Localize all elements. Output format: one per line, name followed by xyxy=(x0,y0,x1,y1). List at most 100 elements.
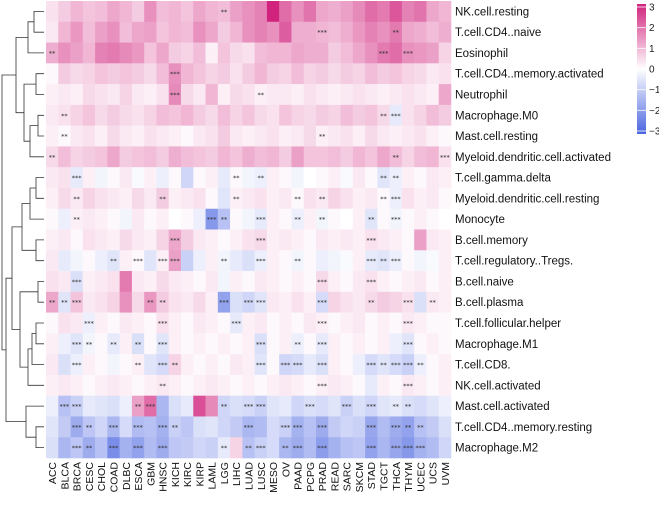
column-label-gbm: GBM xyxy=(145,462,157,486)
heatmap-cell-monocyte-laml xyxy=(205,208,219,230)
heatmap-cell-t-cell-regulatory-tregs-sarc xyxy=(340,250,354,272)
significance-mark-macrophage-m2-brca: *** xyxy=(72,444,83,452)
heatmap-cell-b-cell-plasma-gbm xyxy=(144,291,157,313)
heatmap-cell-macrophage-m0-kirc xyxy=(181,104,194,126)
heatmap-cell-t-cell-follicular-helper-lgg xyxy=(217,312,231,334)
heatmap-cell-mast-cell-activated-lgg xyxy=(217,395,231,417)
significance-mark-t-cell-cd4-memory-resting-paad: *** xyxy=(293,423,304,431)
heatmap-cell-b-cell-plasma-tgct xyxy=(377,291,390,313)
legend-tick-label: 1 xyxy=(649,44,655,55)
heatmap-cell-eosinophil-uvm xyxy=(438,42,452,64)
heatmap-cell-myeloid-dendritic-cell-activated-kich xyxy=(168,146,182,168)
heatmap-cell-neutrophil-laml xyxy=(205,84,219,106)
heatmap-cell-t-cell-gamma-delta-thca xyxy=(389,167,403,189)
column-label-esca: ESCA xyxy=(133,462,145,491)
heatmap-cell-t-cell-regulatory-tregs-tgct xyxy=(377,250,390,272)
heatmap-cell-t-cell-gamma-delta-thym xyxy=(401,167,415,189)
significance-mark-mast-cell-activated-pcpg: *** xyxy=(305,403,316,411)
heatmap-cell-mast-cell-activated-lihc xyxy=(230,395,243,417)
heatmap-cell-t-cell-gamma-delta-coad xyxy=(107,167,120,189)
heatmap-cell-nk-cell-resting-stad xyxy=(365,1,378,23)
heatmap-cell-t-cell-cd8-paad xyxy=(291,354,305,376)
significance-mark-monocyte-prad: ** xyxy=(319,216,326,224)
heatmap-cell-t-cell-follicular-helper-skcm xyxy=(352,312,366,334)
significance-mark-mast-cell-activated-stad: *** xyxy=(366,403,377,411)
row-labels: NK.cell.resting T.cell.CD4..naive Eosinoph… xyxy=(455,6,611,454)
heatmap-cell-b-cell-naive-acc xyxy=(46,271,59,293)
significance-mark-t-cell-cd8-thym: *** xyxy=(403,361,414,369)
heatmap-cell-t-cell-cd8-ucec xyxy=(414,354,427,376)
heatmap-cell-macrophage-m1-uvm xyxy=(438,333,452,355)
significance-mark-t-cell-cd8-thca: *** xyxy=(391,361,402,369)
row-dendrogram xyxy=(1,11,44,448)
heatmap-cell-mast-cell-resting-kich xyxy=(168,125,182,147)
heatmap-cell-myeloid-dendritic-cell-resting-thym xyxy=(401,187,415,210)
heatmap-cell-macrophage-m1-laml xyxy=(205,333,219,355)
heatmap-cell-nk-cell-activated-kirc xyxy=(181,374,194,396)
row-label-mast-cell-activated: Mast.cell.activated xyxy=(455,401,550,413)
heatmap-cell-eosinophil-ucec xyxy=(414,42,427,64)
heatmap-cell-myeloid-dendritic-cell-activated-luad xyxy=(242,146,255,168)
heatmap-cell-t-cell-gamma-delta-ov xyxy=(279,167,292,189)
significance-mark-t-cell-follicular-helper-cesc: *** xyxy=(84,319,95,327)
heatmap-cell-myeloid-dendritic-cell-activated-sarc xyxy=(340,146,354,168)
heatmap-cell-neutrophil-lgg xyxy=(217,84,231,106)
heatmap-cell-b-cell-naive-brca xyxy=(70,271,84,293)
heatmap-cell-macrophage-m0-dlbc xyxy=(119,104,133,126)
heatmap-cell-b-cell-memory-kirp xyxy=(193,229,206,251)
heatmap-cell-b-cell-naive-blca xyxy=(58,271,71,293)
heatmap-cell-mast-cell-resting-read xyxy=(328,125,341,147)
heatmap-cell-b-cell-plasma-lusc xyxy=(254,291,268,313)
heatmap-cell-b-cell-naive-meso xyxy=(266,271,280,293)
heatmap-cell-macrophage-m2-prad xyxy=(316,437,329,459)
heatmap-cell-monocyte-ov xyxy=(279,208,292,230)
heatmap-cell-macrophage-m2-paad xyxy=(291,437,305,459)
heatmap-cell-macrophage-m1-pcpg xyxy=(303,333,317,355)
heatmap-cell-macrophage-m2-kich xyxy=(168,437,182,459)
heatmap-cell-myeloid-dendritic-cell-resting-meso xyxy=(266,187,280,210)
heatmap-cells xyxy=(46,1,452,459)
heatmap-cell-t-cell-cd4-memory-resting-gbm xyxy=(144,416,157,438)
heatmap-cell-t-cell-gamma-delta-uvm xyxy=(438,167,452,189)
heatmap-cell-b-cell-naive-thym xyxy=(401,271,415,293)
heatmap-cell-mast-cell-activated-ov xyxy=(279,395,292,417)
heatmap-cell-b-cell-naive-kich xyxy=(168,271,182,293)
heatmap-cell-nk-cell-resting-sarc xyxy=(340,1,354,23)
column-label-sarc: SARC xyxy=(342,462,354,492)
heatmap-cell-nk-cell-activated-blca xyxy=(58,374,71,396)
heatmap-cell-b-cell-memory-luad xyxy=(242,229,255,251)
significance-mark-b-cell-plasma-thym: *** xyxy=(403,299,414,307)
heatmap-cell-t-cell-cd4-memory-resting-laml xyxy=(205,416,219,438)
heatmap-cell-t-cell-regulatory-tregs-chol xyxy=(95,250,108,272)
heatmap-cell-b-cell-plasma-brca xyxy=(70,291,84,313)
heatmap-cell-myeloid-dendritic-cell-activated-kirp xyxy=(193,146,206,168)
column-label-prad: PRAD xyxy=(317,462,329,492)
heatmap-cell-nk-cell-activated-tgct xyxy=(377,374,390,396)
heatmap-cell-nk-cell-resting-acc xyxy=(46,1,59,23)
heatmap-cell-myeloid-dendritic-cell-resting-lusc xyxy=(254,187,268,210)
significance-mark-t-cell-gamma-delta-brca: *** xyxy=(72,174,83,182)
heatmap-cell-t-cell-cd4-memory-resting-thym xyxy=(401,416,415,438)
heatmap-cell-neutrophil-thca xyxy=(389,84,403,106)
heatmap-cell-nk-cell-activated-meso xyxy=(266,374,280,396)
dendrogram-branch xyxy=(29,187,44,220)
heatmap-cell-myeloid-dendritic-cell-activated-pcpg xyxy=(303,146,317,168)
significance-mark-macrophage-m1-brca: *** xyxy=(72,340,83,348)
dendrogram-branch xyxy=(37,114,44,137)
heatmap-cell-mast-cell-resting-kirc xyxy=(181,125,194,147)
heatmap-cell-t-cell-cd4-memory-activated-ov xyxy=(279,63,292,85)
heatmap-cell-mast-cell-activated-prad xyxy=(316,395,329,417)
significance-mark-macrophage-m0-tgct: ** xyxy=(380,112,387,120)
heatmap-cell-t-cell-cd4-naive-meso xyxy=(266,21,280,43)
heatmap-cell-t-cell-follicular-helper-esca xyxy=(131,312,145,334)
significance-mark-t-cell-regulatory-tregs-lusc: *** xyxy=(256,257,267,265)
heatmap-cell-t-cell-follicular-helper-paad xyxy=(291,312,305,334)
heatmap-cell-t-cell-regulatory-tregs-cesc xyxy=(82,250,96,272)
heatmap-cell-nk-cell-resting-ucs xyxy=(426,1,440,23)
heatmap-cell-t-cell-cd4-memory-resting-sarc xyxy=(340,416,354,438)
significance-mark-myeloid-dendritic-cell-resting-prad: ** xyxy=(319,195,326,203)
heatmap-cell-mast-cell-resting-coad xyxy=(107,125,120,147)
significance-mark-t-cell-cd4-memory-resting-kich: ** xyxy=(172,423,179,431)
heatmap-cell-b-cell-memory-ucec xyxy=(414,229,427,251)
heatmap-cell-t-cell-regulatory-tregs-paad xyxy=(291,250,305,272)
